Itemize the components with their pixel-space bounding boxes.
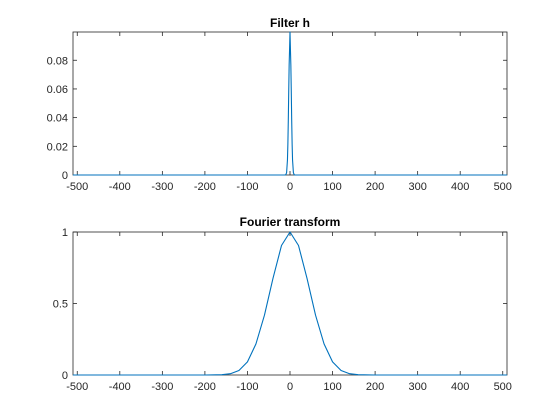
x-tick-label: 500 [494,381,512,393]
x-tick-label: -100 [236,381,258,393]
x-tick-label: -500 [66,181,88,193]
y-tick-label: 1 [62,227,68,239]
x-tick-label: -300 [151,181,173,193]
x-tick-label: -400 [109,181,131,193]
y-tick-label: 0.02 [47,141,68,153]
x-axis-ticks: -500 -400 -300 -200 -100 0 100 200 300 400 500 [66,232,512,393]
y-tick-label: 0.5 [53,299,68,311]
axes-box [72,31,508,176]
series-group [73,31,507,176]
y-tick-label: 0 [62,170,68,182]
x-tick-label: 500 [494,181,512,193]
x-tick-label: 0 [287,181,293,193]
series-group [73,231,507,376]
subplot-fourier-transform: Fourier transform -500 -400 -300 -200 -100 0 1… [53,215,512,393]
x-tick-label: 0 [287,381,293,393]
x-tick-label: -300 [151,381,173,393]
x-tick-label: -200 [194,181,216,193]
subplot-filter-h: Filter h -500 -400 -300 -200 -100 0 100 200 300 4… [47,16,512,193]
x-tick-label: -500 [66,381,88,393]
axes-box [72,231,508,376]
x-tick-label: -100 [236,181,258,193]
x-tick-label: 400 [451,181,469,193]
x-tick-label: 400 [451,381,469,393]
x-tick-label: 200 [366,181,384,193]
y-tick-label: 0.06 [47,84,68,96]
series-line [73,231,507,376]
x-tick-label: -400 [109,381,131,393]
x-tick-label: -200 [194,381,216,393]
y-tick-label: 0.08 [47,55,68,67]
y-axis-ticks: 0 0.02 0.04 0.06 0.08 [47,55,507,182]
chart-title: Filter h [270,16,310,30]
x-tick-label: 100 [323,381,341,393]
x-tick-label: 200 [366,381,384,393]
y-tick-label: 0.04 [47,113,68,125]
series-line [73,31,507,176]
x-axis-ticks: -500 -400 -300 -200 -100 0 100 200 300 400 500 [66,32,512,193]
x-tick-label: 100 [323,181,341,193]
x-tick-label: 300 [408,381,426,393]
x-tick-label: 300 [408,181,426,193]
chart-title: Fourier transform [240,215,341,229]
y-tick-label: 0 [62,370,68,382]
